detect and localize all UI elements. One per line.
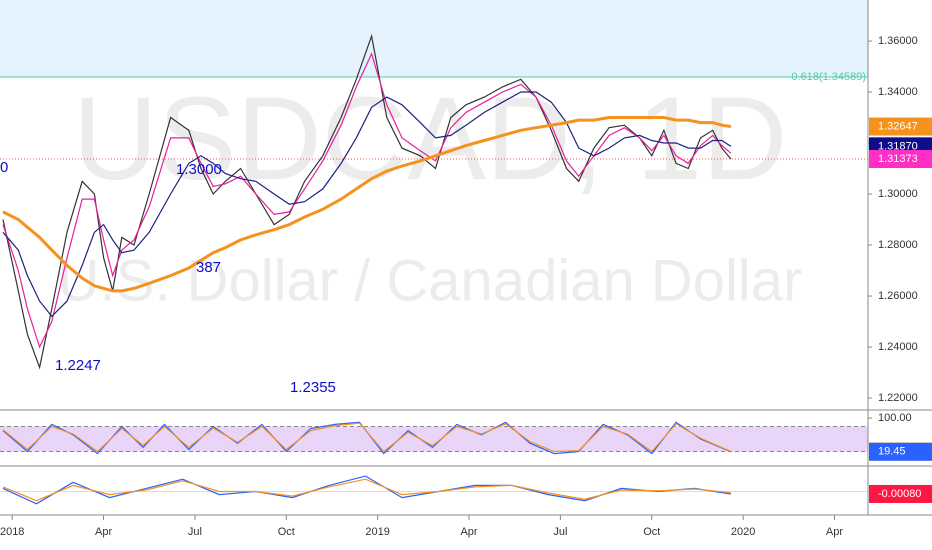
price-badge — [869, 150, 932, 169]
x-tick-label: Jul — [553, 526, 567, 538]
price-badge-label: 19.45 — [878, 446, 906, 458]
watermark-symbol: USDCAD, 1D — [73, 73, 788, 205]
series-line — [2, 421, 732, 455]
annotation: 1.2247 — [55, 357, 101, 374]
price-badge-label: 1.31373 — [878, 153, 918, 165]
series-line — [2, 116, 732, 293]
price-badge-label: -0.00080 — [878, 488, 921, 500]
annotation: 1.2355 — [290, 379, 336, 396]
y-tick-label: 1.24000 — [878, 341, 918, 353]
x-tick-label: Apr — [95, 526, 112, 538]
x-tick-label: 2018 — [0, 526, 24, 538]
price-badge-label: 1.31870 — [878, 140, 918, 152]
annotation: 387 — [196, 259, 221, 276]
annotation: 1.3000 — [176, 161, 222, 178]
x-tick-label: Jul — [188, 526, 202, 538]
y-tick-label: 1.30000 — [878, 188, 918, 200]
price-badge-label: 1.32647 — [878, 120, 918, 132]
watermark-description: U.S. Dollar / Canadian Dollar — [58, 248, 803, 313]
series-line — [2, 52, 732, 349]
fib-label: 0.618(1.34589) — [791, 71, 866, 83]
price-badge — [869, 117, 932, 136]
series-line — [2, 91, 732, 318]
x-tick-label: Oct — [643, 526, 660, 538]
y-tick-label: 1.22000 — [878, 392, 918, 404]
y-tick-label: 1.34000 — [878, 86, 918, 98]
y-tick-label: 100.00 — [878, 412, 912, 424]
price-badge — [869, 484, 932, 503]
fib-zone — [0, 0, 868, 78]
y-tick-label: 1.36000 — [878, 35, 918, 47]
x-tick-label: Apr — [460, 526, 477, 538]
x-tick-label: 2019 — [365, 526, 389, 538]
x-tick-label: Apr — [826, 526, 843, 538]
series-line — [2, 422, 732, 453]
stoch-band — [0, 426, 868, 452]
series-line — [2, 478, 731, 502]
x-tick-label: Oct — [278, 526, 295, 538]
annotation: 0 — [0, 159, 8, 176]
y-tick-label: 1.28000 — [878, 239, 918, 251]
series-line — [2, 33, 732, 370]
y-tick-label: 1.26000 — [878, 290, 918, 302]
price-badge — [869, 442, 932, 461]
price-axis — [868, 0, 932, 550]
x-tick-label: 2020 — [731, 526, 755, 538]
